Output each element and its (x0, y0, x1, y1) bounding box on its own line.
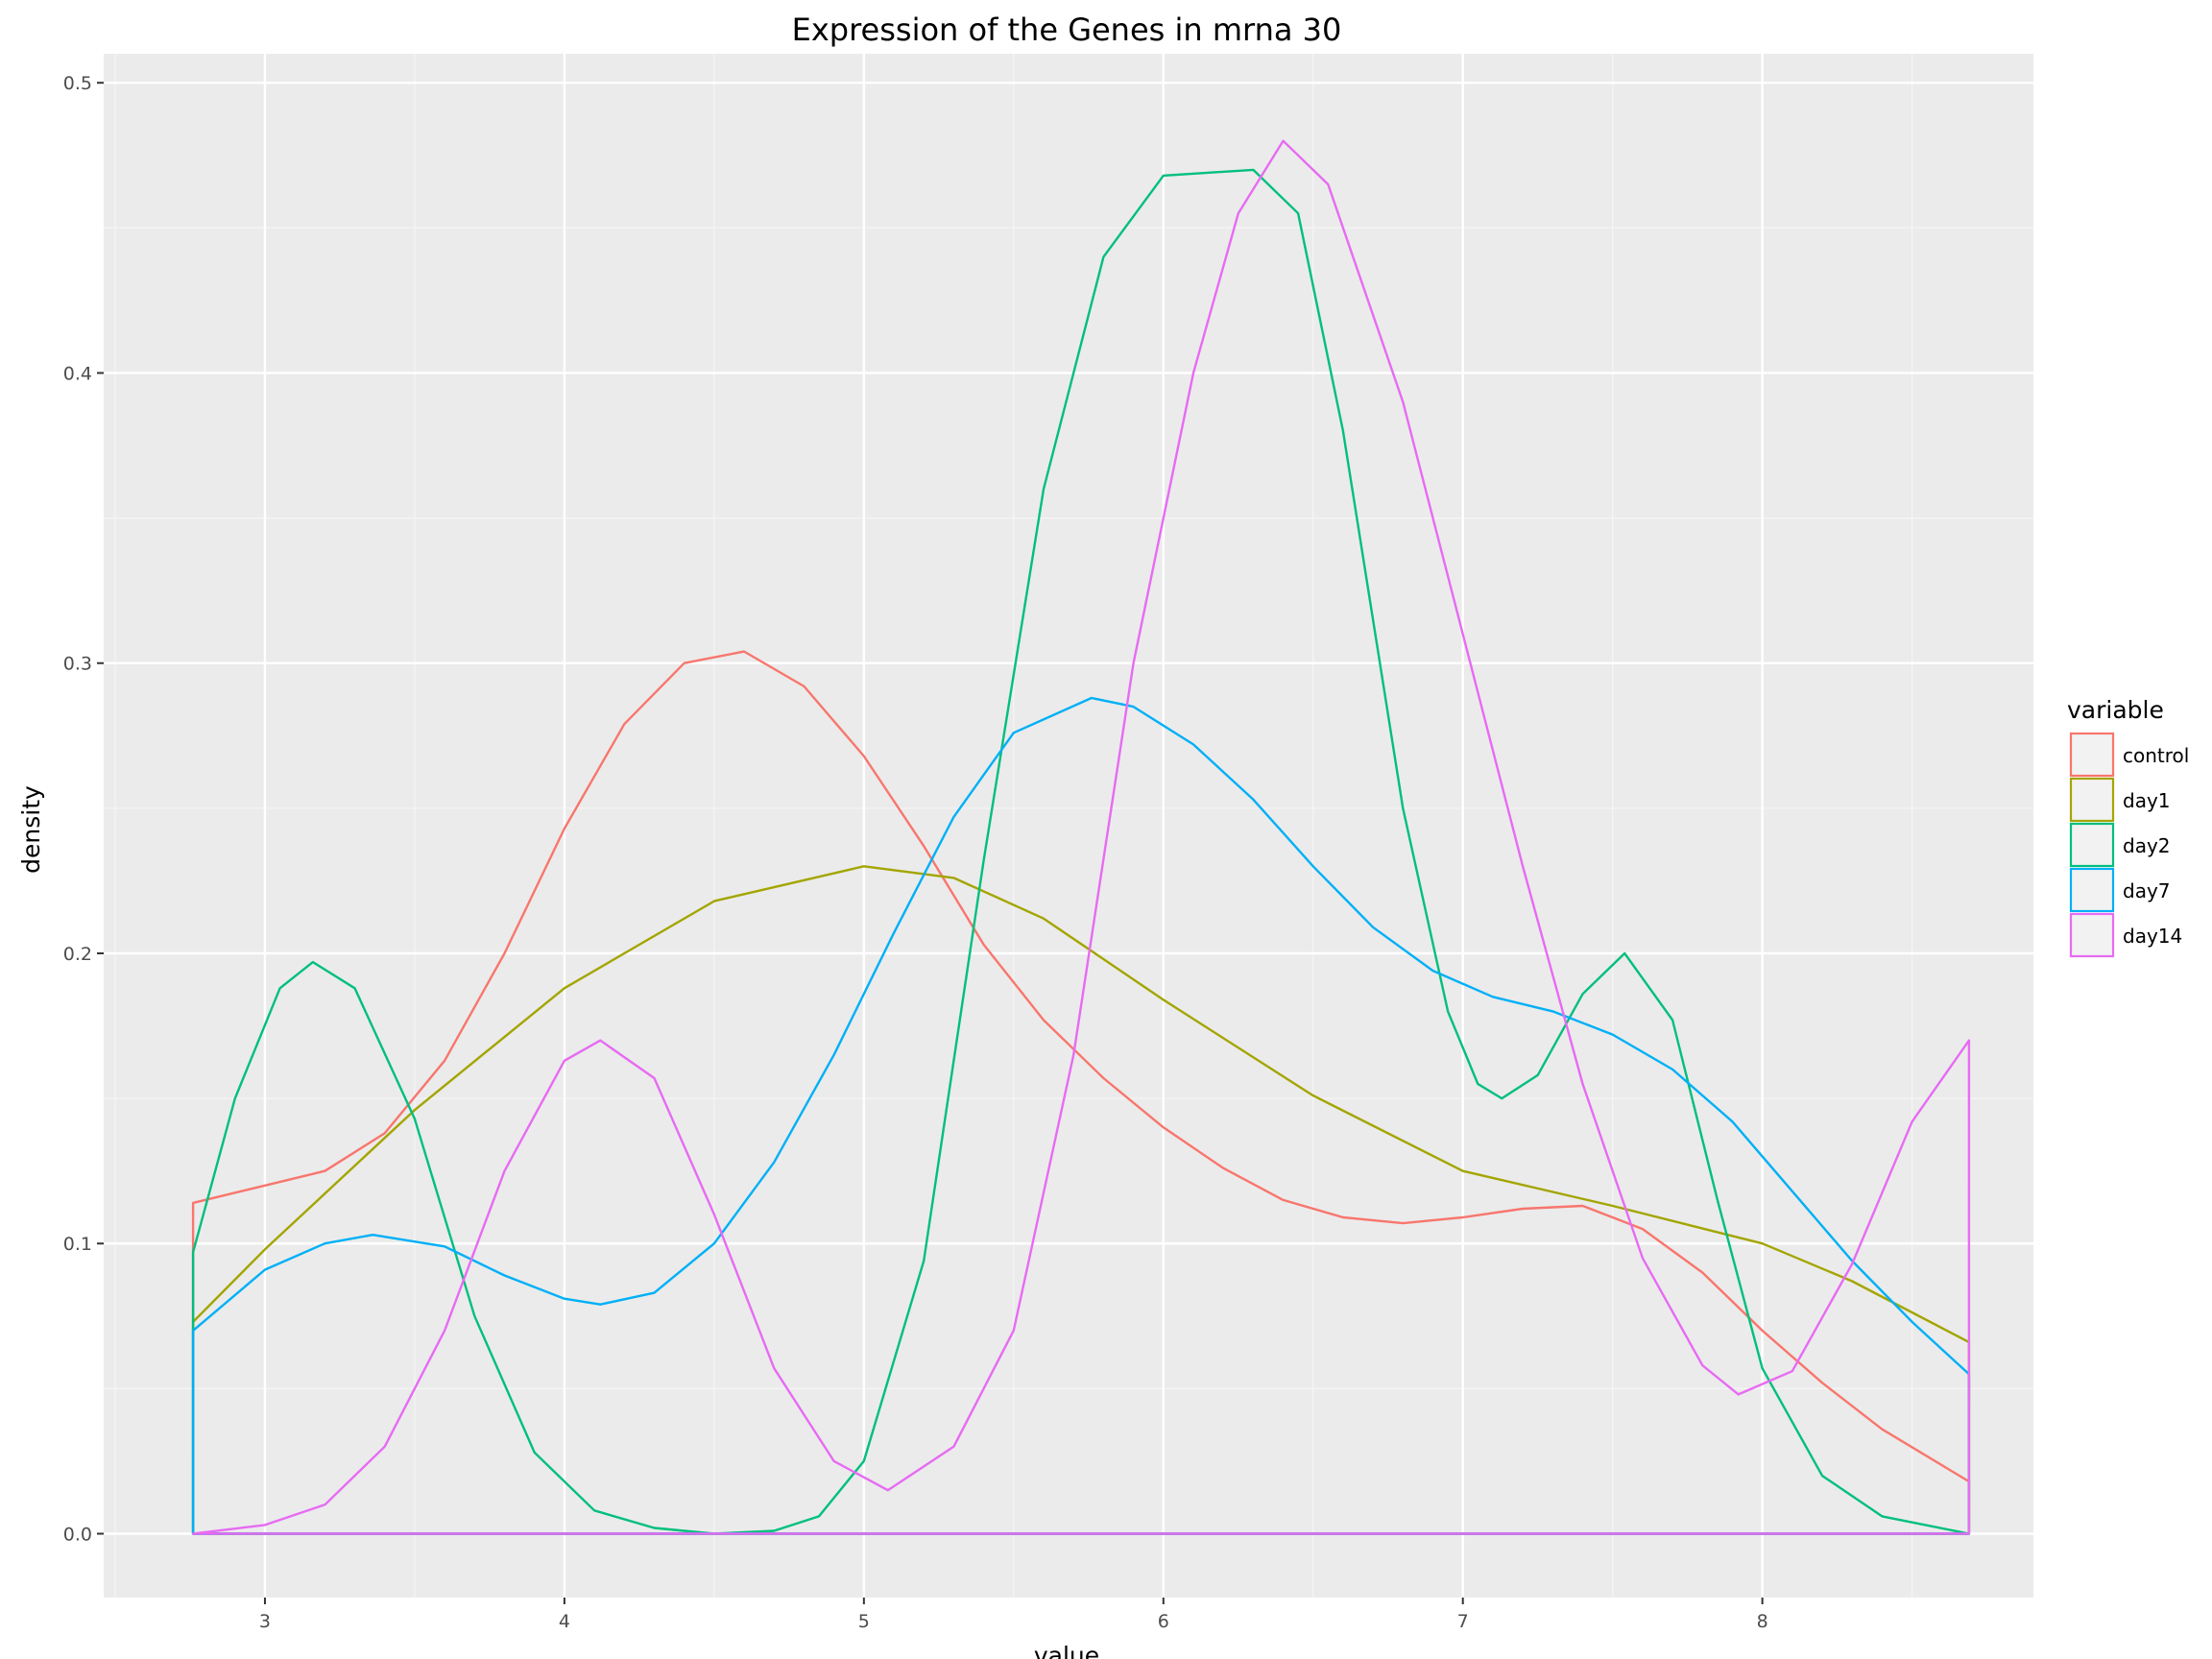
legend-key-day2 (2069, 822, 2115, 868)
series-line-day7 (191, 696, 1971, 1535)
legend-key-day7 (2069, 867, 2115, 913)
y-tick-label: 0.1 (63, 1234, 92, 1255)
series-line-control (191, 650, 1971, 1535)
plot-panel (104, 54, 2033, 1598)
x-tick-label: 5 (858, 1611, 870, 1632)
series-line-day1 (191, 865, 1971, 1535)
legend-label-day2: day2 (2123, 834, 2171, 857)
y-tick-label: 0.0 (63, 1525, 92, 1546)
grid-minor (104, 54, 2033, 1598)
legend-label-day1: day1 (2123, 789, 2171, 812)
legend-key-day1 (2069, 777, 2115, 823)
x-axis-title: value (1034, 1642, 1099, 1659)
y-tick-label: 0.3 (63, 654, 92, 675)
y-tick-label: 0.4 (63, 363, 92, 384)
x-tick-label: 3 (259, 1611, 271, 1632)
legend-label-control: control (2123, 744, 2189, 767)
y-tick-label: 0.5 (63, 73, 92, 94)
y-tick-label: 0.2 (63, 944, 92, 965)
x-tick-label: 8 (1757, 1611, 1768, 1632)
legend-title: variable (2067, 696, 2164, 724)
x-tick-label: 6 (1158, 1611, 1169, 1632)
legend-key-control (2069, 732, 2115, 778)
series-line-day14 (191, 139, 1971, 1535)
legend-key-day14 (2069, 912, 2115, 958)
legend: variable control day1 day2 day7 day14 (2067, 696, 2189, 958)
legend-label-day14: day14 (2123, 925, 2182, 948)
x-tick-label: 7 (1457, 1611, 1469, 1632)
x-tick-label: 4 (559, 1611, 570, 1632)
legend-label-day7: day7 (2123, 879, 2171, 902)
y-axis-title: density (17, 785, 45, 874)
series-lines (191, 139, 1971, 1535)
series-line-day2 (191, 168, 1971, 1535)
x-axis: 3 4 5 6 7 8 (259, 1598, 1768, 1632)
y-axis: 0.0 0.1 0.2 0.3 0.4 0.5 (63, 73, 104, 1546)
chart-title: Expression of the Genes in mrna 30 (792, 12, 1342, 48)
